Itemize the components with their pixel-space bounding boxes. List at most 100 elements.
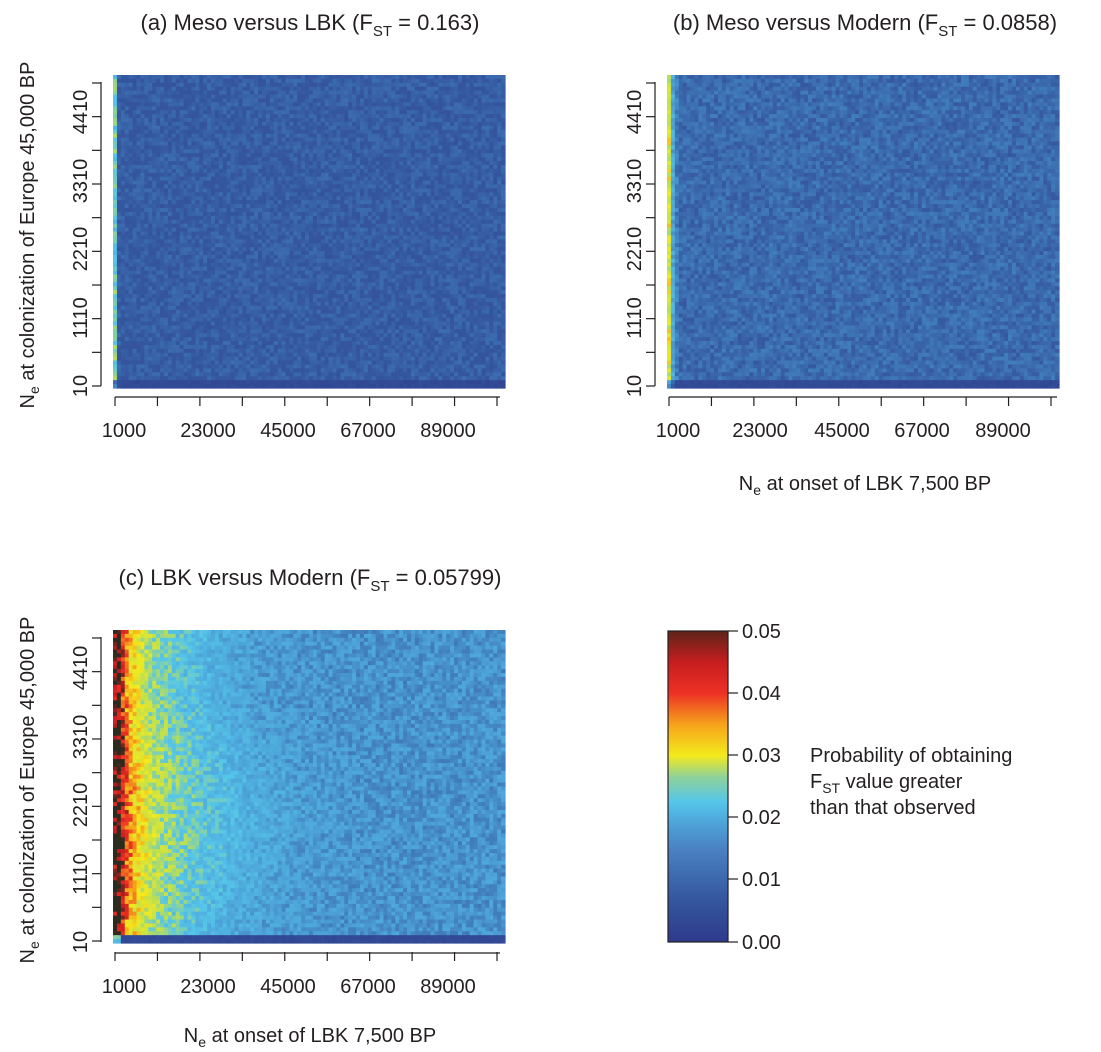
heatmap-cell (285, 255, 290, 260)
heatmap-cell (466, 102, 471, 107)
heatmap-cell (285, 177, 290, 182)
heatmap-cell (199, 145, 204, 150)
heatmap-cell (231, 212, 236, 217)
heatmap-cell (423, 173, 428, 178)
heatmap-cell (317, 126, 322, 131)
heatmap-cell (235, 224, 240, 229)
heatmap-cell (450, 165, 455, 170)
heatmap-cell (246, 153, 251, 158)
heatmap-cell (454, 118, 459, 123)
heatmap-cell (336, 161, 341, 166)
heatmap-cell (493, 228, 498, 233)
heatmap-cell (462, 145, 467, 150)
heatmap-cell (478, 239, 483, 244)
heatmap-cell (160, 220, 165, 225)
heatmap-cell (246, 267, 251, 272)
heatmap-cell (125, 118, 130, 123)
heatmap-cell (391, 188, 396, 193)
heatmap-cell (438, 142, 443, 147)
heatmap-cell (117, 212, 122, 217)
heatmap-cell (360, 196, 365, 201)
heatmap-cell (317, 192, 322, 197)
heatmap-cell (285, 192, 290, 197)
heatmap-cell (348, 126, 353, 131)
heatmap-cell (215, 263, 220, 268)
heatmap-cell (446, 181, 451, 186)
heatmap-cell (215, 255, 220, 260)
heatmap-cell (207, 75, 212, 80)
heatmap-cell (278, 138, 283, 143)
heatmap-cell (372, 83, 377, 88)
heatmap-cell (380, 177, 385, 182)
heatmap-cell (485, 259, 490, 264)
heatmap-cell (266, 263, 271, 268)
heatmap-cell (329, 216, 334, 221)
heatmap-cell (474, 228, 479, 233)
heatmap-cell (489, 192, 494, 197)
heatmap-cell (427, 177, 432, 182)
heatmap-cell (137, 235, 142, 240)
heatmap-cell (305, 212, 310, 217)
heatmap-cell (309, 98, 314, 103)
heatmap-cell (215, 196, 220, 201)
heatmap-cell (133, 185, 138, 190)
heatmap-cell (282, 83, 287, 88)
heatmap-cell (129, 200, 134, 205)
heatmap-cell (446, 196, 451, 201)
heatmap-cell (391, 75, 396, 80)
heatmap-cell (387, 79, 392, 84)
heatmap-cell (336, 267, 341, 272)
heatmap-cell (148, 157, 153, 162)
heatmap-cell (391, 185, 396, 190)
heatmap-cell (129, 161, 134, 166)
heatmap-cell (176, 243, 181, 248)
heatmap-cell (313, 83, 318, 88)
heatmap-cell (148, 106, 153, 111)
heatmap-cell (442, 126, 447, 131)
heatmap-cell (180, 165, 185, 170)
heatmap-cell (227, 235, 232, 240)
heatmap-cell (235, 138, 240, 143)
heatmap-cell (144, 185, 149, 190)
heatmap-cell (258, 95, 263, 100)
heatmap-cell (254, 232, 259, 237)
heatmap-cell (493, 255, 498, 260)
heatmap-cell (474, 95, 479, 100)
heatmap-cell (352, 255, 357, 260)
heatmap-cell (242, 220, 247, 225)
heatmap-cell (285, 169, 290, 174)
heatmap-cell (168, 114, 173, 119)
heatmap-cell (207, 185, 212, 190)
heatmap-cell (501, 224, 506, 229)
heatmap-cell (450, 75, 455, 80)
heatmap-cell (309, 259, 314, 264)
heatmap-cell (313, 75, 318, 80)
heatmap-cell (399, 102, 404, 107)
heatmap-cell (438, 177, 443, 182)
heatmap-cell (274, 263, 279, 268)
heatmap-cell (148, 142, 153, 147)
heatmap-cell (113, 188, 118, 193)
heatmap-cell (270, 267, 275, 272)
heatmap-cell (238, 243, 243, 248)
heatmap-cell (180, 169, 185, 174)
heatmap-cell (187, 259, 192, 264)
heatmap-cell (223, 118, 228, 123)
heatmap-cell (376, 110, 381, 115)
heatmap-cell (219, 173, 224, 178)
heatmap-cell (297, 177, 302, 182)
heatmap-cell (215, 232, 220, 237)
heatmap-cell (231, 165, 236, 170)
heatmap-cell (489, 157, 494, 162)
heatmap-cell (274, 83, 279, 88)
heatmap-cell (211, 235, 216, 240)
heatmap-cell (152, 153, 157, 158)
heatmap-cell (160, 251, 165, 256)
heatmap-cell (140, 220, 145, 225)
heatmap-cell (427, 145, 432, 150)
heatmap-cell (129, 75, 134, 80)
heatmap-cell (399, 228, 404, 233)
heatmap-cell (336, 87, 341, 92)
heatmap-cell (360, 181, 365, 186)
heatmap-cell (282, 247, 287, 252)
